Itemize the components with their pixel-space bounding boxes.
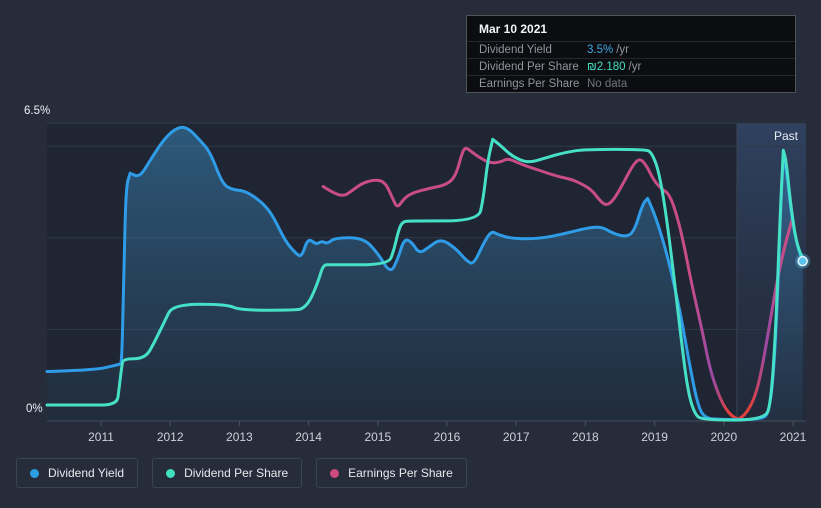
tooltip-value-earnings-per-share: No data xyxy=(587,78,628,90)
x-axis-label-2011: 2011 xyxy=(88,430,114,444)
tooltip-label-dividend-per-share: Dividend Per Share xyxy=(479,61,579,73)
x-axis-label-2014: 2014 xyxy=(295,430,322,444)
x-axis-label-2020: 2020 xyxy=(710,430,738,444)
tooltip-label-earnings-per-share: Earnings Per Share xyxy=(479,78,580,90)
x-axis-label-2019: 2019 xyxy=(641,430,668,444)
legend-item-earnings-per-share[interactable]: Earnings Per Share xyxy=(316,458,467,488)
y-axis-label-top: 6.5% xyxy=(24,105,51,117)
legend-dot-dividend-per-share xyxy=(166,468,176,478)
tooltip-value-suffix: /yr xyxy=(616,44,629,56)
legend-label: Dividend Per Share xyxy=(184,466,289,480)
legend-item-dividend-yield[interactable]: Dividend Yield xyxy=(16,458,139,488)
x-axis-label-2018: 2018 xyxy=(572,430,599,444)
past-label: Past xyxy=(773,129,798,143)
tooltip-label-dividend-yield: Dividend Yield xyxy=(479,44,552,56)
legend: Dividend Yield Dividend Per Share Earnings… xyxy=(16,458,467,488)
tooltip-value-dividend-per-share: ₪2.180 xyxy=(587,61,626,73)
x-axis-label-2012: 2012 xyxy=(156,430,184,444)
dividend-per-share-line xyxy=(45,137,806,422)
tooltip-row-dividend-per-share: Dividend Per Share ₪2.180/yr xyxy=(467,58,795,75)
earnings-per-share-line xyxy=(321,146,794,421)
dividend-yield-area xyxy=(47,127,803,422)
legend-item-dividend-per-share[interactable]: Dividend Per Share xyxy=(152,458,303,488)
x-axis-label-2015: 2015 xyxy=(364,430,392,444)
tooltip: Mar 10 2021 Dividend Yield 3.5%/yr Dividen… xyxy=(466,15,796,93)
y-axis-label-bottom: 0% xyxy=(26,403,43,415)
tooltip-row-earnings-per-share: Earnings Per Share No data xyxy=(467,75,795,92)
x-axis-label-2013: 2013 xyxy=(226,430,253,444)
tooltip-value-suffix: /yr xyxy=(628,61,642,73)
x-axis-label-2021: 2021 xyxy=(779,430,807,444)
x-axis-label-2017: 2017 xyxy=(502,430,530,444)
legend-label: Dividend Yield xyxy=(48,466,125,480)
dividend-yield-line xyxy=(45,125,805,422)
legend-dot-dividend-yield xyxy=(30,468,39,478)
tooltip-date: Mar 10 2021 xyxy=(479,22,548,36)
current-value-marker[interactable] xyxy=(797,255,808,267)
legend-label: Earnings Per Share xyxy=(348,466,453,480)
x-axis-label-2016: 2016 xyxy=(433,430,461,444)
legend-dot-earnings-per-share xyxy=(330,468,340,478)
tooltip-value-dividend-yield: 3.5% xyxy=(587,44,614,56)
tooltip-row-dividend-yield: Dividend Yield 3.5%/yr xyxy=(467,41,795,58)
